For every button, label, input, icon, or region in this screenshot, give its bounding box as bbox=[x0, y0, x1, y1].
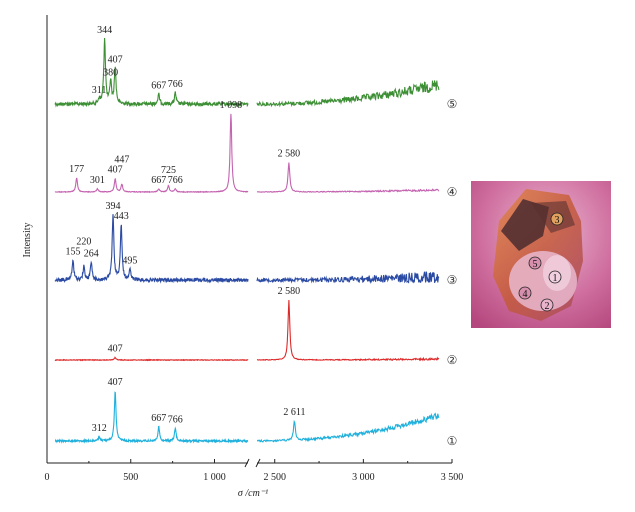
peak-label: 667 bbox=[151, 175, 166, 186]
x-tick-label: 0 bbox=[45, 472, 50, 483]
series-1 bbox=[54, 37, 440, 108]
x-tick-label: 3 000 bbox=[352, 472, 375, 483]
peak-label: 2 580 bbox=[278, 286, 301, 297]
peak-label: 394 bbox=[105, 201, 120, 212]
peak-label: 407 bbox=[108, 165, 123, 176]
series-name-label: ① bbox=[447, 434, 458, 448]
peak-label: 766 bbox=[168, 415, 183, 426]
peak-label: 301 bbox=[90, 175, 105, 186]
series-name-label: ③ bbox=[447, 273, 458, 287]
x-tick-label: 3 500 bbox=[441, 472, 464, 483]
axis-break-mark-1 bbox=[244, 458, 250, 468]
peak-label: 264 bbox=[84, 248, 99, 259]
series-4 bbox=[54, 299, 440, 362]
series-line-right bbox=[256, 162, 440, 193]
series-line-right bbox=[256, 80, 440, 108]
spot-label-1: 1 bbox=[548, 270, 562, 284]
peak-label: 311 bbox=[92, 85, 107, 96]
series-line-left bbox=[54, 356, 249, 362]
spot-label-2: 2 bbox=[540, 298, 554, 312]
series-5 bbox=[54, 391, 440, 444]
peak-label: 380 bbox=[103, 67, 118, 78]
peak-label: 2 611 bbox=[283, 407, 305, 418]
series-line-right bbox=[256, 271, 440, 284]
svg-text:4: 4 bbox=[523, 289, 528, 300]
series-line-right bbox=[256, 299, 440, 362]
peak-label: 443 bbox=[114, 211, 129, 222]
series-layer bbox=[54, 37, 440, 444]
peak-label: 177 bbox=[69, 164, 84, 175]
series-line-left bbox=[54, 113, 249, 194]
series-2 bbox=[54, 113, 440, 194]
series-name-label: ⑤ bbox=[447, 97, 458, 111]
series-3 bbox=[54, 214, 440, 284]
y-axis-label: Intensity bbox=[22, 223, 33, 258]
peak-label: 344 bbox=[97, 25, 112, 36]
peak-label: 667 bbox=[151, 413, 166, 424]
peak-label: 407 bbox=[108, 54, 123, 65]
peak-label: 407 bbox=[108, 344, 123, 355]
sample-photo: 3 5 1 4 2 bbox=[471, 181, 611, 328]
spot-label-3: 3 bbox=[550, 212, 564, 226]
peak-label: 155 bbox=[65, 247, 80, 258]
peak-label: 2 580 bbox=[278, 148, 301, 159]
x-axis-label: σ /cm⁻¹ bbox=[238, 488, 268, 499]
spot-label-5: 5 bbox=[528, 256, 542, 270]
svg-text:1: 1 bbox=[553, 273, 558, 284]
series-name-label: ④ bbox=[447, 185, 458, 199]
peak-label: 667 bbox=[151, 80, 166, 91]
x-tick-label: 500 bbox=[123, 472, 138, 483]
peak-label: 725 bbox=[161, 165, 176, 176]
peak-label: 1 098 bbox=[220, 100, 243, 111]
series-name-label: ② bbox=[447, 353, 458, 367]
series-line-left bbox=[54, 214, 249, 284]
peak-label: 766 bbox=[168, 175, 183, 186]
svg-text:5: 5 bbox=[533, 259, 538, 270]
x-tick-label: 1 000 bbox=[203, 472, 226, 483]
peak-label: 220 bbox=[76, 237, 91, 248]
peak-label: 407 bbox=[108, 377, 123, 388]
peak-label: 447 bbox=[114, 155, 129, 166]
peak-label: 766 bbox=[168, 79, 183, 90]
peak-label: 495 bbox=[122, 256, 137, 267]
spot-label-4: 4 bbox=[518, 286, 532, 300]
peak-label: 312 bbox=[92, 423, 107, 434]
x-tick-label: 2 500 bbox=[263, 472, 286, 483]
axis-break-mark-2 bbox=[255, 458, 261, 468]
svg-text:3: 3 bbox=[555, 215, 560, 226]
series-line-left bbox=[54, 37, 249, 108]
series-line-left bbox=[54, 391, 249, 444]
axes: 0 500 1 000 2 500 3 000 3 500 σ /cm⁻¹ Intensity bbox=[22, 15, 463, 499]
svg-text:2: 2 bbox=[545, 301, 550, 312]
series-line-right bbox=[257, 412, 440, 443]
